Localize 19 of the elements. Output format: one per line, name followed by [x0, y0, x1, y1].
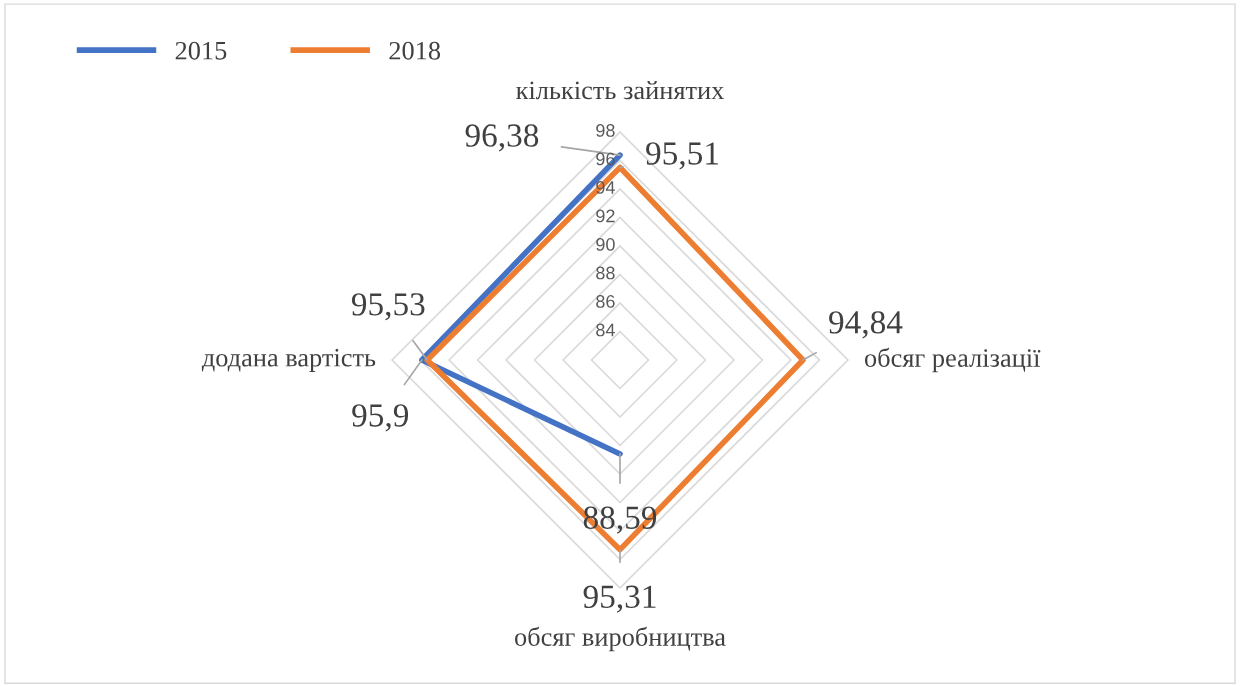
data-label: 95,53: [351, 293, 425, 321]
legend-label: 2015: [175, 41, 227, 60]
spoke-label: обсяг виробництва: [515, 626, 726, 652]
y-tick-label: 96: [596, 152, 615, 166]
data-label: 95,9: [352, 404, 409, 432]
y-tick-label: 90: [596, 238, 615, 251]
data-label: 94,84: [829, 311, 903, 339]
y-tick-label: 84: [596, 323, 615, 337]
spoke-label: кількість зайнятих: [516, 80, 725, 100]
data-label: 96,38: [465, 124, 539, 152]
legend-label: 2018: [389, 41, 441, 60]
y-tick-label: 92: [596, 209, 615, 223]
y-tick-label: 86: [596, 295, 615, 308]
data-label: 95,51: [646, 142, 718, 170]
y-tick-label: 98: [596, 124, 615, 137]
data-label: 95,31: [583, 585, 656, 613]
spoke-label: обсяг реалізації: [864, 347, 1041, 373]
y-tick-label: 88: [596, 266, 615, 280]
spoke-label: додана вартість: [201, 348, 376, 372]
